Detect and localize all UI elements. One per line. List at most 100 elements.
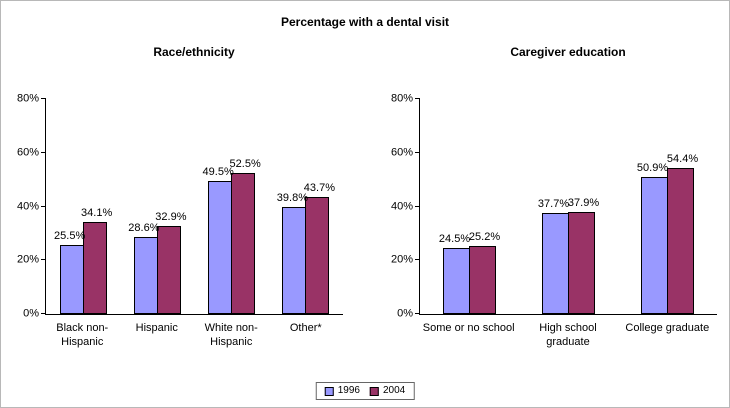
bar-value-label: 37.9%	[567, 197, 600, 209]
charts-row: Race/ethnicity 0% 20% 40% 60% 80% 25.5% 34.1%…	[1, 45, 729, 350]
y-tick-label: 80%	[390, 92, 413, 105]
y-tick-label: 40%	[16, 200, 39, 212]
bar-wrap: 54.4%	[667, 154, 698, 314]
bar-wrap: 50.9%	[637, 163, 668, 314]
bar-1996	[208, 181, 233, 314]
y-axis: 0% 20% 40% 60% 80%	[387, 93, 419, 319]
bar-value-label: 28.6%	[128, 222, 160, 234]
bar-wrap: 37.7%	[538, 199, 569, 314]
x-label-cell: Other*	[269, 321, 344, 350]
panel-title-caregiver-education: Caregiver education	[510, 45, 626, 59]
bar-1996	[59, 245, 84, 314]
x-axis-category-label: Hispanic	[135, 322, 178, 334]
bar-2004	[469, 246, 496, 314]
bar-2004	[568, 212, 595, 314]
bar-group: 50.9% 54.4%	[637, 154, 698, 314]
bar-2004	[667, 168, 694, 314]
bar-value-label: 43.7%	[303, 182, 335, 194]
chart-panel-caregiver-education: Caregiver education 0% 20% 40% 60% 80% 24.5%…	[387, 45, 717, 350]
bar-2004	[231, 173, 256, 314]
bar-wrap: 43.7%	[304, 183, 335, 314]
bar-value-label: 32.9%	[155, 211, 187, 223]
y-tick-label: 60%	[16, 146, 39, 159]
x-axis-category-label: High school graduate	[539, 322, 597, 349]
x-label-cell: White non- Hispanic	[194, 321, 269, 350]
x-axis-category-label: Some or no school	[422, 322, 515, 334]
chart-title: Percentage with a dental visit	[280, 15, 450, 29]
x-axis-category-label: Other*	[289, 322, 322, 334]
y-axis-tick	[41, 259, 46, 261]
bar-group: 49.5% 52.5%	[203, 159, 261, 314]
y-axis-tick	[415, 151, 420, 153]
y-axis-tick	[415, 205, 420, 207]
bar-value-label: 49.5%	[202, 166, 234, 178]
y-axis-tick	[41, 98, 46, 99]
x-label-cell: Black non- Hispanic	[45, 321, 120, 350]
bar-value-label: 25.5%	[54, 230, 86, 242]
y-tick-label: 20%	[16, 253, 39, 266]
bar-wrap: 37.9%	[568, 198, 599, 314]
bar-2004	[305, 197, 330, 314]
legend-item-1996: 1996	[324, 385, 360, 396]
y-tick-label: 20%	[390, 253, 413, 266]
x-axis-labels: Some or no school High school graduate Col…	[419, 321, 717, 350]
bar-value-label: 24.5%	[438, 233, 471, 245]
y-tick-label: 40%	[390, 200, 413, 212]
x-label-cell: College graduate	[618, 321, 717, 350]
y-axis: 0% 20% 40% 60% 80%	[13, 93, 45, 319]
bar-group: 25.5% 34.1%	[54, 208, 112, 314]
plot-area: 24.5% 25.2% 37.7% 37.9% 50.9% 54.4%	[415, 98, 717, 315]
chart-panel-race-ethnicity: Race/ethnicity 0% 20% 40% 60% 80% 25.5% 34.1%…	[13, 45, 343, 350]
bar-2004	[82, 222, 107, 314]
y-axis-tick	[41, 205, 46, 207]
panel-title-race-ethnicity: Race/ethnicity	[153, 45, 235, 59]
y-axis-tick	[415, 313, 420, 314]
legend: 1996 2004	[315, 382, 415, 400]
legend-item-2004: 2004	[370, 386, 405, 396]
bar-1996	[641, 177, 668, 314]
bar-wrap: 32.9%	[155, 212, 186, 314]
bar-group: 39.8% 43.7%	[277, 183, 335, 314]
bar-value-label: 52.5%	[229, 158, 261, 170]
y-axis-tick	[41, 313, 46, 314]
bar-group: 24.5% 25.2%	[439, 232, 500, 314]
y-tick-label: 60%	[390, 146, 413, 159]
bar-wrap: 52.5%	[230, 159, 261, 314]
bar-wrap: 25.2%	[469, 232, 500, 314]
bar-1996	[282, 207, 307, 314]
legend-swatch-2004	[370, 386, 379, 396]
legend-label-1996: 1996	[337, 385, 360, 396]
bar-wrap: 39.8%	[277, 193, 308, 314]
bar-1996	[542, 213, 569, 314]
x-axis-category-label: College graduate	[625, 322, 710, 334]
bar-1996	[443, 248, 470, 314]
bar-value-label: 39.8%	[276, 192, 308, 204]
legend-label-2004: 2004	[383, 385, 406, 396]
y-tick-label: 0%	[397, 307, 413, 320]
x-axis-labels: Black non- Hispanic Hispanic White non- Hi…	[45, 321, 343, 350]
bar-2004	[156, 226, 181, 314]
x-label-cell: Some or no school	[419, 321, 518, 350]
bar-value-label: 50.9%	[636, 162, 669, 174]
legend-swatch-1996	[324, 386, 334, 396]
y-tick-label: 80%	[16, 92, 39, 105]
plot-wrap: 0% 20% 40% 60% 80% 25.5% 34.1% 28.6% 32.9% 49.5%…	[13, 93, 343, 319]
y-tick-label: 0%	[23, 307, 39, 320]
y-axis-tick	[415, 98, 420, 99]
bar-1996	[133, 237, 158, 314]
plot-area: 25.5% 34.1% 28.6% 32.9% 49.5% 52.5% 39.8% 43.7%	[41, 98, 343, 315]
bar-wrap: 34.1%	[81, 208, 112, 314]
bar-wrap: 28.6%	[128, 223, 159, 314]
bar-wrap: 24.5%	[439, 234, 470, 314]
bar-value-label: 54.4%	[666, 153, 699, 165]
bar-value-label: 25.2%	[468, 231, 501, 243]
bar-group: 28.6% 32.9%	[128, 212, 186, 314]
x-axis-category-label: White non- Hispanic	[204, 322, 258, 349]
x-label-cell: High school graduate	[518, 321, 617, 350]
bar-group: 37.7% 37.9%	[538, 198, 599, 314]
y-axis-tick	[415, 259, 420, 261]
bar-wrap: 49.5%	[203, 167, 234, 314]
x-label-cell: Hispanic	[120, 321, 195, 350]
y-axis-tick	[41, 151, 46, 153]
bar-value-label: 37.7%	[537, 198, 570, 210]
